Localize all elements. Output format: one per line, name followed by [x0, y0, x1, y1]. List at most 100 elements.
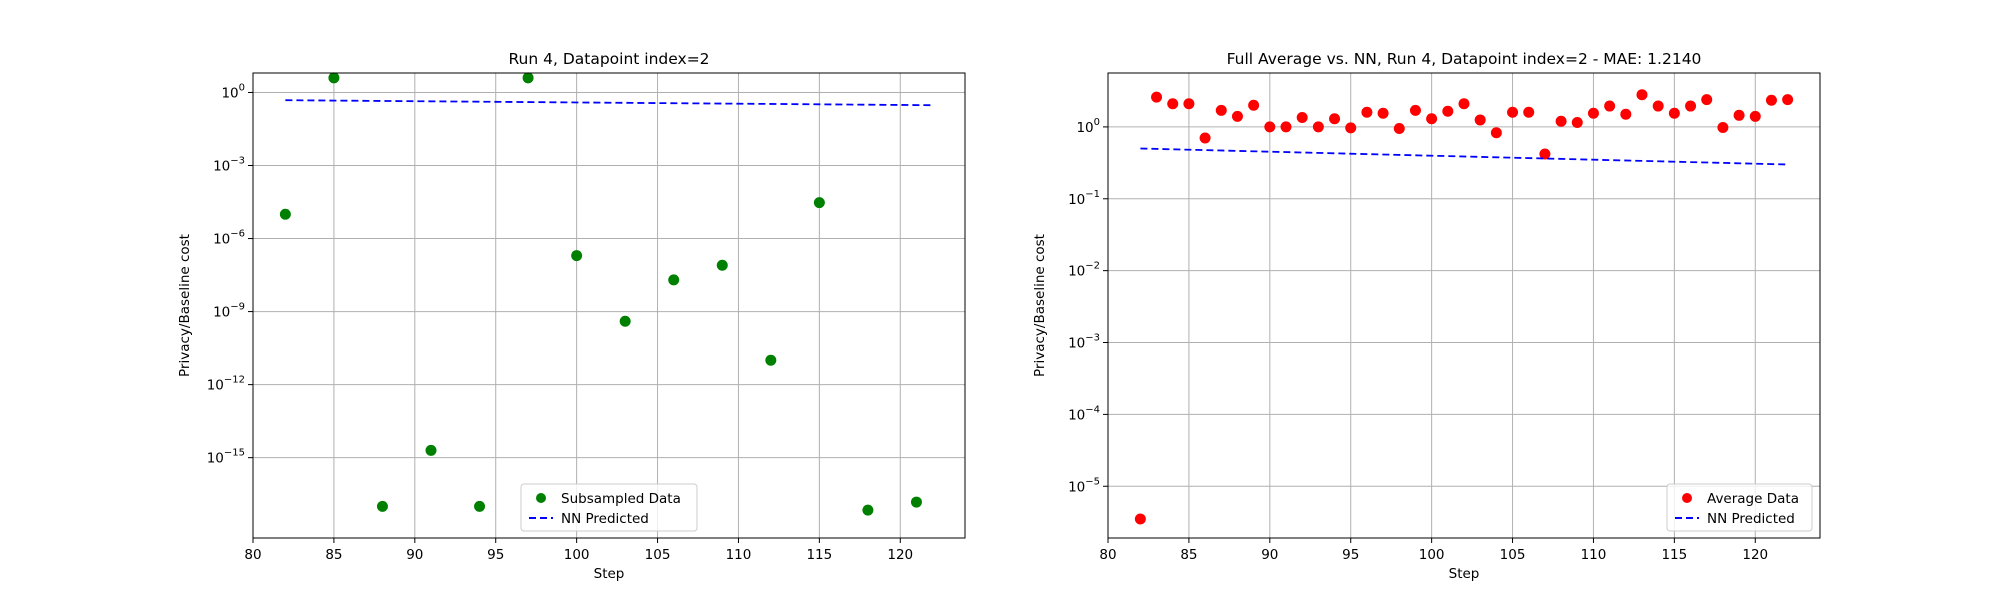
x-tick-label: 110 — [726, 547, 752, 563]
x-tick-label: 80 — [244, 547, 261, 563]
data-point — [1264, 121, 1276, 133]
data-point — [328, 72, 340, 84]
data-point — [1296, 112, 1308, 124]
data-point — [1668, 107, 1680, 119]
data-point — [619, 315, 631, 327]
chart-left: Run 4, Datapoint index=2 80 85 90 95 100 105 1… — [177, 50, 966, 582]
x-tick-label: 115 — [1661, 547, 1687, 563]
data-point — [1587, 107, 1599, 119]
x-tick-label: 120 — [887, 547, 913, 563]
data-point — [1749, 110, 1761, 122]
y-tick-label: 10−1 — [1068, 189, 1100, 208]
x-tick-label: 110 — [1581, 547, 1607, 563]
data-point — [1474, 114, 1486, 126]
nn-predicted-line — [1140, 147, 1788, 166]
y-axis-label: Privacy/Baseline cost — [1032, 234, 1048, 377]
y-tick-label: 100 — [1076, 117, 1100, 136]
x-tick-label: 100 — [564, 547, 590, 563]
data-point — [1523, 106, 1535, 118]
data-point — [1701, 94, 1713, 106]
data-point — [1782, 94, 1794, 106]
x-tick-label: 95 — [1342, 547, 1359, 563]
data-point — [765, 354, 777, 366]
legend-box — [520, 483, 698, 532]
data-point — [1183, 98, 1195, 110]
data-point — [1685, 100, 1697, 112]
x-tick-label: 100 — [1419, 547, 1445, 563]
data-point — [910, 496, 922, 508]
legend-box — [1666, 483, 1813, 532]
data-point — [1151, 91, 1163, 103]
data-point — [1409, 104, 1421, 116]
x-tick-label: 105 — [645, 547, 671, 563]
data-point — [1361, 106, 1373, 118]
y-tick-label: 10−9 — [213, 302, 245, 321]
data-point — [1765, 94, 1777, 106]
legend-label-line: NN Predicted — [561, 511, 649, 527]
x-tick-label: 90 — [406, 547, 423, 563]
data-point — [474, 500, 486, 512]
data-point — [862, 504, 874, 516]
x-tick-label: 80 — [1099, 547, 1116, 563]
data-point — [1490, 127, 1502, 139]
y-tick-label: 10−2 — [1068, 261, 1100, 280]
data-point — [1312, 121, 1324, 133]
data-point — [1507, 106, 1519, 118]
x-axis-label: Step — [1449, 566, 1480, 582]
data-point — [1604, 100, 1616, 112]
plot-frame — [1107, 72, 1821, 539]
data-point — [571, 250, 583, 262]
x-tick-label: 95 — [487, 547, 504, 563]
data-point — [1652, 100, 1664, 112]
y-tick-label: 10−3 — [213, 156, 245, 175]
data-point — [279, 208, 291, 220]
chart-title: Run 4, Datapoint index=2 — [508, 50, 709, 68]
data-point — [1636, 89, 1648, 101]
y-tick-label: 10−15 — [207, 448, 245, 467]
data-point — [1167, 98, 1179, 110]
legend-label-points: Average Data — [1707, 491, 1799, 507]
data-point — [1329, 113, 1341, 125]
data-point — [1280, 121, 1292, 133]
data-point — [716, 259, 728, 271]
y-tick-label: 10−4 — [1068, 404, 1100, 423]
data-point — [1345, 122, 1357, 134]
data-point — [1215, 104, 1227, 116]
data-point — [1620, 108, 1632, 120]
plot-frame — [252, 72, 966, 539]
data-point — [425, 444, 437, 456]
y-tick-label: 10−12 — [207, 375, 245, 394]
data-point — [1248, 99, 1260, 111]
data-point — [376, 500, 388, 512]
data-point — [1458, 98, 1470, 110]
data-point — [1733, 109, 1745, 121]
y-tick-label: 100 — [221, 82, 245, 101]
x-axis-label: Step — [594, 566, 625, 582]
y-tick-label: 10−5 — [1068, 476, 1100, 495]
data-point — [1555, 115, 1567, 127]
x-tick-label: 120 — [1742, 547, 1768, 563]
legend-marker-points — [1682, 493, 1692, 503]
data-point — [1442, 105, 1454, 117]
nn-predicted-line — [285, 99, 933, 107]
data-point — [1393, 123, 1405, 135]
x-tick-label: 105 — [1500, 547, 1526, 563]
legend-label-line: NN Predicted — [1707, 511, 1795, 527]
data-point — [1717, 122, 1729, 134]
x-tick-label: 85 — [1180, 547, 1197, 563]
y-tick-label: 10−6 — [213, 229, 245, 248]
data-point — [1377, 107, 1389, 119]
data-point — [1231, 110, 1243, 122]
y-tick-label: 10−3 — [1068, 333, 1100, 352]
x-tick-label: 115 — [806, 547, 832, 563]
x-tick-label: 85 — [325, 547, 342, 563]
data-point — [813, 197, 825, 209]
data-point — [1134, 513, 1146, 525]
x-tick-label: 90 — [1261, 547, 1278, 563]
chart-right: Full Average vs. NN, Run 4, Datapoint in… — [1032, 50, 1821, 582]
legend-label-points: Subsampled Data — [561, 491, 681, 507]
legend: Subsampled Data NN Predicted — [520, 483, 698, 532]
data-point — [1539, 148, 1551, 160]
data-point — [1199, 132, 1211, 144]
